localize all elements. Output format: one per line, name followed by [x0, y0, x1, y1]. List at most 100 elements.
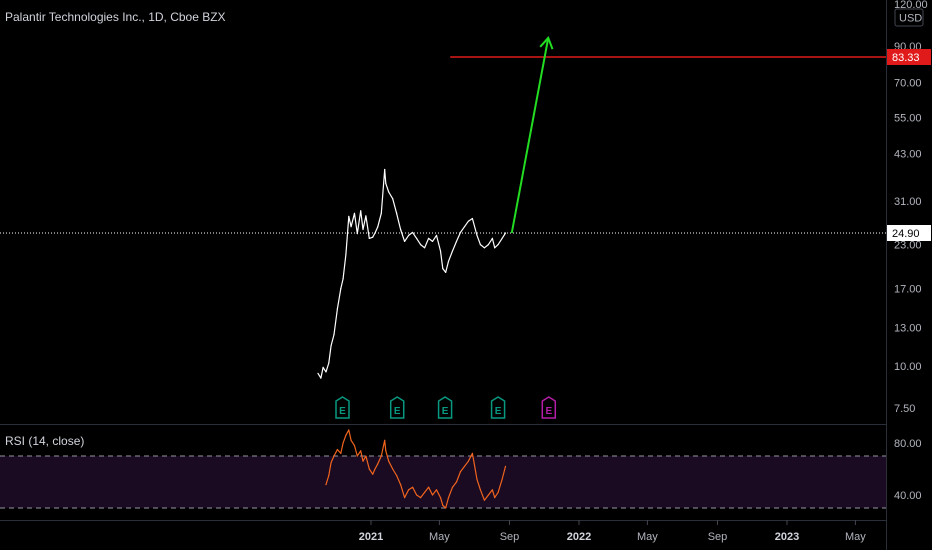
- rsi-data-point: [471, 452, 474, 454]
- rsi-data-point: [494, 497, 496, 499]
- earnings-marker-label: E: [442, 406, 449, 417]
- currency-label[interactable]: USD: [899, 13, 922, 25]
- price-data-point: [423, 247, 426, 249]
- price-data-point: [447, 260, 450, 262]
- target-level-tag-label: 83.33: [892, 52, 920, 64]
- price-data-point: [467, 220, 470, 222]
- price-data-point: [471, 217, 474, 220]
- price-data-point: [483, 247, 486, 249]
- rsi-data-point: [419, 497, 422, 499]
- price-data-point: [404, 240, 406, 243]
- rsi-data-point: [377, 463, 379, 465]
- price-data-point: [439, 250, 442, 252]
- price-data-point: [360, 210, 362, 212]
- rsi-data-point: [483, 499, 486, 501]
- rsi-data-point: [476, 478, 478, 480]
- rsi-band: [0, 456, 886, 508]
- rsi-data-point: [396, 474, 398, 477]
- rsi-data-point: [348, 429, 350, 431]
- earnings-marker-label: E: [394, 406, 401, 417]
- time-tick-label: May: [637, 531, 658, 543]
- price-data-point: [392, 198, 394, 200]
- rsi-data-point: [328, 474, 330, 477]
- earnings-marker-label: E: [495, 406, 502, 417]
- rsi-data-point: [501, 478, 503, 480]
- rsi-data-point: [427, 486, 430, 488]
- rsi-series-line: [325, 429, 507, 509]
- rsi-data-point: [459, 471, 462, 473]
- rsi-data-point: [479, 489, 482, 491]
- rsi-legend-title[interactable]: RSI (14, close): [5, 434, 85, 448]
- earnings-marker-icon[interactable]: [437, 396, 453, 419]
- price-data-point: [322, 366, 324, 368]
- price-data-point: [487, 243, 489, 246]
- price-data-point: [419, 243, 422, 246]
- earnings-marker-icon[interactable]: [490, 396, 506, 419]
- time-tick-label: 2023: [775, 531, 799, 543]
- price-data-point: [317, 372, 319, 374]
- price-tick-label: 23.00: [894, 240, 922, 252]
- price-data-point: [479, 243, 482, 246]
- rsi-data-point: [365, 455, 367, 457]
- price-data-point: [362, 228, 364, 231]
- price-data-point: [368, 237, 370, 239]
- rsi-data-point: [504, 465, 507, 467]
- rsi-data-point: [356, 455, 358, 457]
- price-data-point: [431, 240, 434, 243]
- price-data-point: [350, 226, 352, 228]
- earnings-marker-icon[interactable]: [335, 396, 350, 419]
- rsi-data-point: [497, 491, 499, 493]
- price-data-point: [328, 362, 330, 364]
- rsi-data-point: [463, 465, 466, 467]
- rsi-data-point: [380, 455, 382, 457]
- earnings-marker-label: E: [545, 406, 552, 417]
- price-data-point: [445, 271, 447, 274]
- price-data-point: [380, 212, 382, 214]
- projection-arrow-shaft: [510, 37, 550, 234]
- price-tick-label: 31.00: [894, 196, 922, 208]
- rsi-data-point: [415, 494, 418, 496]
- price-data-point: [396, 212, 398, 214]
- price-data-point: [442, 268, 444, 270]
- rsi-data-point: [333, 455, 335, 457]
- price-tick-label: 70.00: [894, 77, 922, 89]
- currency-box: [894, 8, 924, 27]
- price-data-point: [501, 237, 503, 239]
- price-data-point: [345, 253, 347, 255]
- price-data-point: [377, 226, 379, 228]
- last-price-tag-label: 24.90: [892, 228, 920, 240]
- rsi-data-point: [435, 489, 438, 491]
- rsi-data-point: [451, 486, 454, 488]
- price-data-point: [325, 371, 327, 373]
- price-data-point: [384, 168, 386, 171]
- price-data-point: [330, 344, 332, 347]
- time-tick-label: Sep: [500, 531, 520, 543]
- rsi-data-point: [439, 497, 442, 499]
- earnings-marker-icon[interactable]: [389, 396, 405, 419]
- price-tick-label: 43.00: [894, 148, 922, 160]
- rsi-data-point: [374, 468, 376, 470]
- price-data-point: [435, 234, 438, 236]
- rsi-tick-label: 80.00: [894, 438, 922, 450]
- rsi-data-point: [362, 460, 364, 462]
- rsi-data-point: [445, 507, 447, 509]
- price-data-point: [388, 191, 390, 193]
- price-data-point: [385, 182, 387, 184]
- price-data-point: [353, 212, 356, 214]
- earnings-marker-icon[interactable]: [541, 396, 557, 419]
- rsi-data-point: [384, 439, 386, 441]
- rsi-data-point: [442, 504, 444, 506]
- price-tick-label: 55.00: [894, 113, 922, 125]
- price-data-point: [497, 243, 499, 246]
- rsi-data-point: [455, 481, 458, 483]
- rsi-data-point: [325, 484, 327, 486]
- chart-legend-title[interactable]: Palantir Technologies Inc., 1D, Cboe BZX: [5, 10, 226, 24]
- last-price-tag: [887, 225, 931, 241]
- rsi-data-point: [353, 445, 356, 447]
- rsi-data-point: [340, 452, 342, 454]
- time-tick-label: May: [429, 531, 450, 543]
- price-data-point: [451, 250, 454, 252]
- rsi-tick-label: 40.00: [894, 490, 922, 502]
- price-data-point: [455, 240, 458, 243]
